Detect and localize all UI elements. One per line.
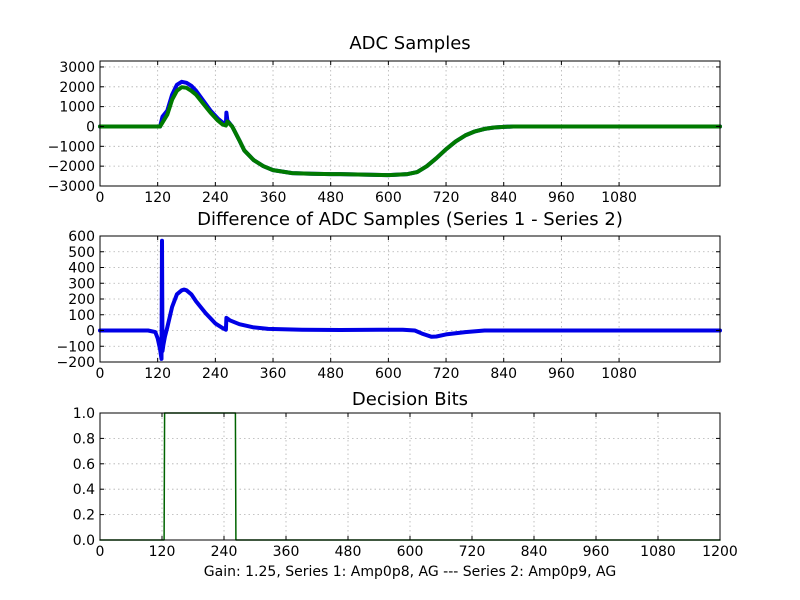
diff-chart-title: Difference of ADC Samples (Series 1 - Se… bbox=[197, 209, 623, 230]
adc-ytick-label: −2000 bbox=[48, 159, 95, 175]
decision-xtick-label: 480 bbox=[335, 544, 362, 560]
decision-ytick-label: 0.6 bbox=[73, 457, 95, 473]
decision-bits-panel: 0 120 240 360 480 600 720 840 960 1080 1200 0.0 0.2 0… bbox=[73, 389, 738, 560]
adc-plot-frame bbox=[99, 60, 721, 187]
adc-xtick-label: 360 bbox=[260, 190, 287, 206]
adc-xtick-label: 0 bbox=[96, 190, 105, 206]
decision-ytick-label: 0.0 bbox=[73, 533, 95, 549]
diff-xtick-label: 480 bbox=[317, 366, 344, 382]
adc-chart-title: ADC Samples bbox=[349, 33, 470, 54]
decision-chart-title: Decision Bits bbox=[352, 389, 468, 410]
adc-ytick-label: 0 bbox=[86, 119, 95, 135]
decision-xtick-label: 960 bbox=[583, 544, 610, 560]
diff-ytick-label: 200 bbox=[68, 292, 95, 308]
adc-xtick-label: 600 bbox=[375, 190, 402, 206]
decision-xtick-label: 120 bbox=[149, 544, 176, 560]
adc-xtick-label: 240 bbox=[202, 190, 229, 206]
adc-ytick-label: 3000 bbox=[59, 60, 95, 76]
diff-ytick-label: 600 bbox=[68, 229, 95, 245]
adc-ytick-label: 1000 bbox=[59, 100, 95, 116]
difference-panel: 0 120 240 360 480 600 720 840 960 1080−200−100010… bbox=[57, 209, 722, 382]
decision-xtick-label: 840 bbox=[521, 544, 548, 560]
diff-ytick-label: 100 bbox=[68, 308, 95, 324]
adc-ytick-label: −3000 bbox=[48, 179, 95, 195]
diff-xtick-label: 720 bbox=[433, 366, 460, 382]
decision-ytick-label: 0.8 bbox=[73, 431, 95, 447]
adc-ytick-label: 2000 bbox=[59, 80, 95, 96]
diff-xtick-label: 960 bbox=[548, 366, 575, 382]
diff-xtick-label: 1080 bbox=[601, 366, 637, 382]
diff-ytick-label: −200 bbox=[57, 355, 95, 371]
diff-xtick-label: 840 bbox=[490, 366, 517, 382]
diff-xtick-label: 600 bbox=[375, 366, 402, 382]
diff-series-1-line bbox=[98, 238, 722, 361]
diff-xtick-label: 120 bbox=[144, 366, 171, 382]
decision-xtick-label: 600 bbox=[397, 544, 424, 560]
diff-xtick-label: 240 bbox=[202, 366, 229, 382]
adc-xtick-label: 480 bbox=[317, 190, 344, 206]
adc-xtick-label: 960 bbox=[548, 190, 575, 206]
decision-ytick-label: 1.0 bbox=[73, 406, 95, 422]
diff-xtick-label: 0 bbox=[96, 366, 105, 382]
diff-ytick-label: 0 bbox=[86, 324, 95, 340]
diff-ytick-label: −100 bbox=[57, 339, 95, 355]
adc-series-2-line bbox=[98, 85, 722, 178]
adc-ytick-label: −1000 bbox=[48, 139, 95, 155]
decision-xtick-label: 240 bbox=[211, 544, 238, 560]
diff-xtick-label: 360 bbox=[260, 366, 287, 382]
decision-xtick-label: 360 bbox=[273, 544, 300, 560]
diff-ytick-label: 400 bbox=[68, 261, 95, 277]
decision-ytick-label: 0.2 bbox=[73, 508, 95, 524]
decision-ytick-label: 0.4 bbox=[73, 482, 95, 498]
decision-xtick-label: 1200 bbox=[702, 544, 738, 560]
figure-caption: Gain: 1.25, Series 1: Amp0p8, AG --- Ser… bbox=[204, 564, 616, 580]
adc-samples-panel: 0 120 240 360 480 600 720 840 960 1080 −3000 −2000 −… bbox=[48, 33, 722, 206]
decision-xtick-label: 0 bbox=[96, 544, 105, 560]
decision-xtick-label: 1080 bbox=[640, 544, 676, 560]
adc-xtick-label: 840 bbox=[490, 190, 517, 206]
adc-xtick-label: 120 bbox=[144, 190, 171, 206]
diff-ytick-label: 300 bbox=[68, 276, 95, 292]
diff-ytick-label: 500 bbox=[68, 245, 95, 261]
adc-xtick-label: 1080 bbox=[601, 190, 637, 206]
adc-xtick-label: 720 bbox=[433, 190, 460, 206]
decision-xtick-label: 720 bbox=[459, 544, 486, 560]
